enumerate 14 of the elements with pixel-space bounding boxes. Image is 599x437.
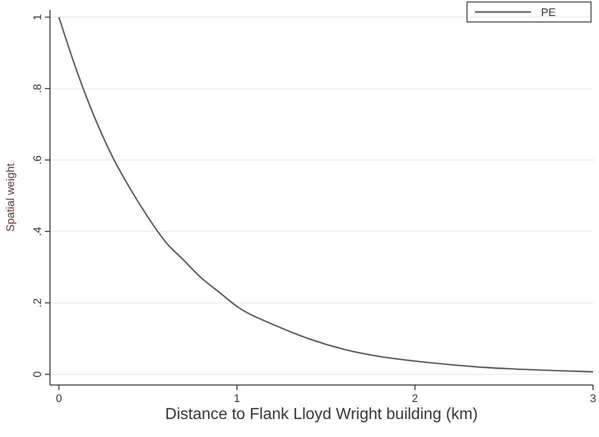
x-tick-label: 0 <box>56 393 62 405</box>
x-axis-title: Distance to Flank Lloyd Wright building (km) <box>165 406 478 423</box>
y-tick-label: 1 <box>32 14 44 20</box>
y-tick-label: 0 <box>32 371 44 378</box>
y-tick-label: .8 <box>32 84 44 94</box>
x-tick-label: 1 <box>234 393 240 405</box>
y-tick-label: .6 <box>32 155 44 165</box>
y-axis-title: Spatial weight <box>5 163 17 232</box>
y-tick-label: .4 <box>32 226 44 236</box>
line-series <box>58 16 594 372</box>
x-tick-label: 3 <box>590 393 596 405</box>
x-tick-label: 2 <box>412 393 418 405</box>
y-tick-label: .2 <box>32 298 44 308</box>
legend: PE <box>466 2 592 22</box>
